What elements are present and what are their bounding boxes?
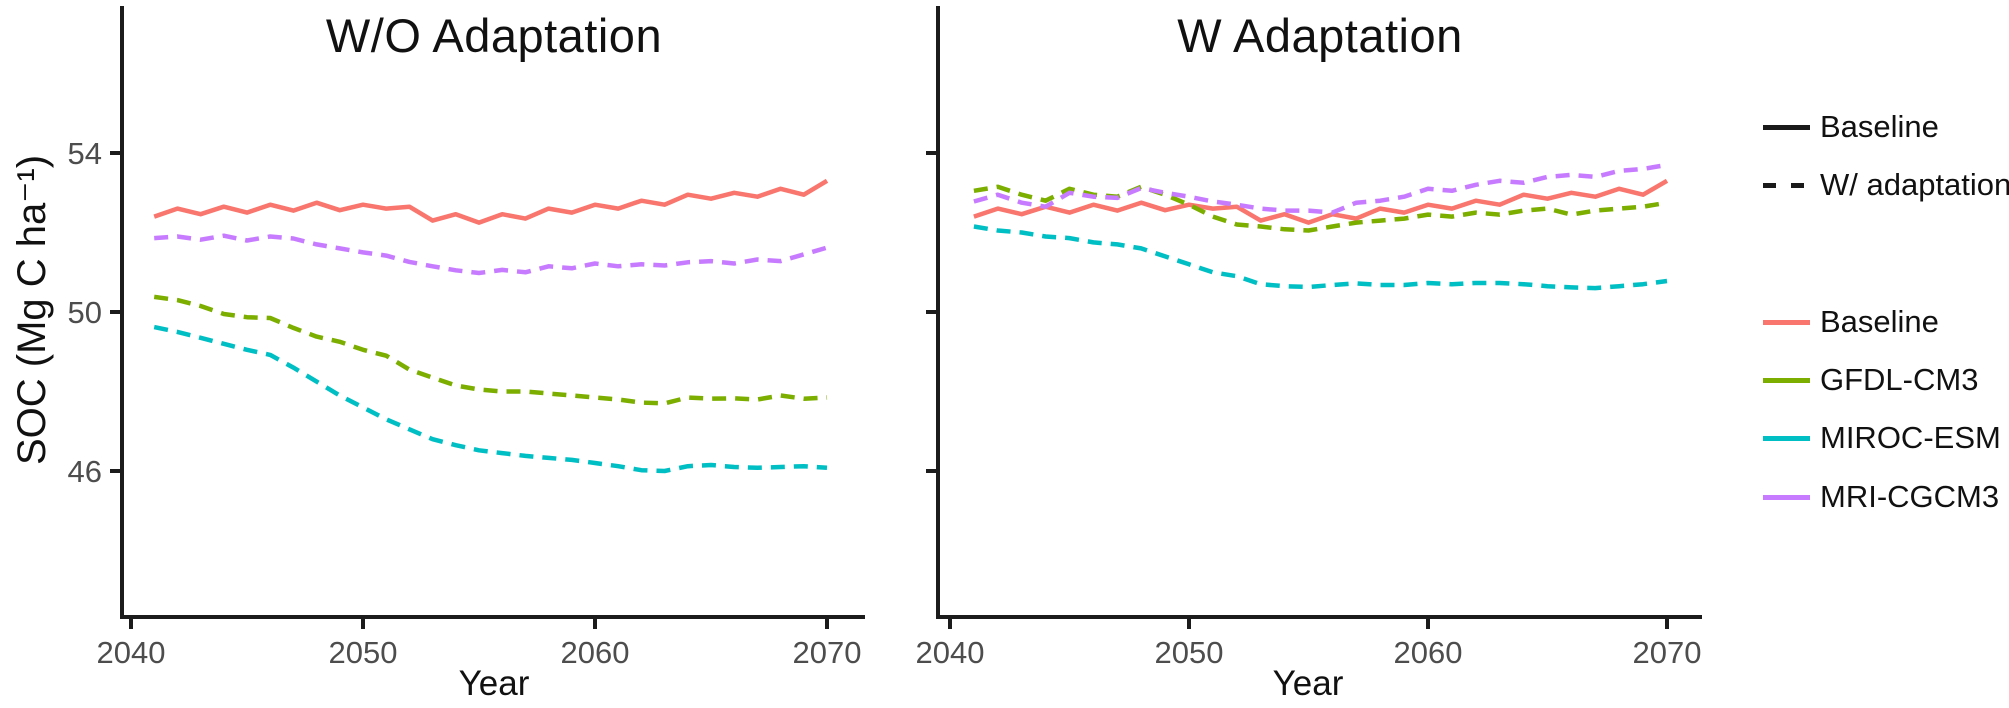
x-axis-label-left: Year xyxy=(458,664,530,703)
legend-item-gfdl-cm3: GFDL-CM3 xyxy=(1763,362,1979,397)
panel-wo-adaptation: 2040 2050 2060 2070 46 50 54 xyxy=(68,6,865,670)
x-tick-label: 2070 xyxy=(793,635,862,670)
y-tick-label: 54 xyxy=(68,136,102,171)
x-tick-label: 2050 xyxy=(1155,635,1224,670)
series-line-baseline xyxy=(973,178,1669,225)
legend-item-w-adaptation-linetype: W/ adaptation xyxy=(1763,167,2009,202)
legend-label-w-adaptation-linetype: W/ adaptation xyxy=(1820,167,2009,202)
y-tick-label: 46 xyxy=(68,454,102,489)
x-tick-label: 2070 xyxy=(1633,635,1702,670)
baseline-color-swatch xyxy=(1763,319,1810,325)
legend-item-baseline-linetype: Baseline xyxy=(1763,109,1939,144)
series-line-mri-cgcm3 xyxy=(154,233,828,276)
legend-item-mri-cgcm3: MRI-CGCM3 xyxy=(1763,479,2000,514)
series-line-miroc-esm xyxy=(973,224,1668,291)
series-line-baseline xyxy=(153,178,829,225)
y-tick-label: 50 xyxy=(68,295,102,330)
legend-label-mri-cgcm3: MRI-CGCM3 xyxy=(1820,479,2000,514)
legend-item-miroc-esm: MIROC-ESM xyxy=(1763,420,2001,455)
panel-title-wo-adaptation: W/O Adaptation xyxy=(325,9,663,62)
panel-title-w-adaptation: W Adaptation xyxy=(1177,9,1463,62)
x-axis-label-right: Year xyxy=(1272,664,1344,703)
solid-line-swatch xyxy=(1763,124,1810,130)
x-tick-label: 2040 xyxy=(916,635,985,670)
x-tick-label: 2060 xyxy=(1394,635,1463,670)
gfdl-cm3-color-swatch xyxy=(1763,377,1810,383)
panel-w-adaptation: 2040 2050 2060 2070 xyxy=(916,6,1702,670)
x-tick-label: 2050 xyxy=(329,635,398,670)
legend-label-baseline-color: Baseline xyxy=(1820,304,1939,339)
legend-label-baseline-linetype: Baseline xyxy=(1820,109,1939,144)
mri-cgcm3-color-swatch xyxy=(1763,494,1810,500)
miroc-esm-color-swatch xyxy=(1763,435,1810,441)
x-tick-label: 2060 xyxy=(561,635,630,670)
series-line-miroc-esm xyxy=(153,324,828,474)
series-line-gfdl-cm3 xyxy=(973,184,1668,233)
series-line-gfdl-cm3 xyxy=(153,294,828,406)
legend-item-baseline-color: Baseline xyxy=(1763,304,1939,339)
axis-lines xyxy=(120,6,865,619)
x-tick-label: 2040 xyxy=(97,635,166,670)
series-line-mri-cgcm3 xyxy=(973,162,1668,215)
legend-label-gfdl-cm3: GFDL-CM3 xyxy=(1820,362,1979,397)
y-axis-label: SOC (Mg C ha⁻¹) xyxy=(10,154,54,466)
legend-label-miroc-esm: MIROC-ESM xyxy=(1820,420,2001,455)
dashed-line-swatch xyxy=(1763,182,1810,188)
axis-lines xyxy=(936,6,1702,619)
